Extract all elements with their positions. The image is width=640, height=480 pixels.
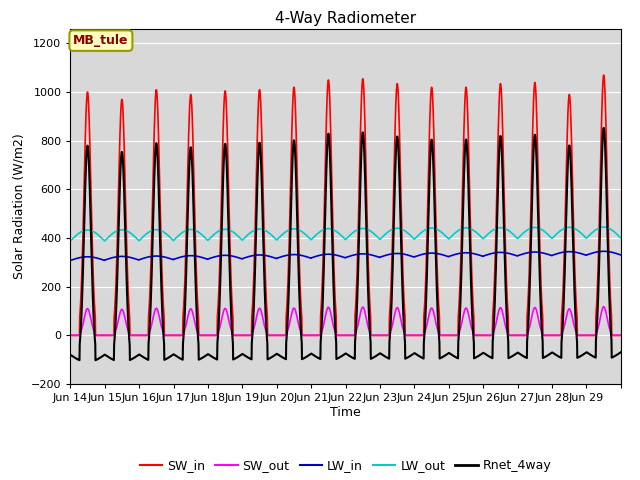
Text: MB_tule: MB_tule <box>73 34 129 47</box>
Rnet_4way <box>511 351 519 357</box>
LW_in <box>240 255 248 261</box>
LW_out <box>240 235 248 241</box>
Legend: SW_in, SW_out, LW_in, LW_out, Rnet_4way: SW_in, SW_out, LW_in, LW_out, Rnet_4way <box>134 454 557 477</box>
LW_in <box>617 252 625 258</box>
SW_out <box>379 333 387 338</box>
SW_out <box>240 333 248 338</box>
Rnet_4way <box>241 352 248 358</box>
LW_in <box>542 251 550 257</box>
LW_in <box>379 253 387 259</box>
SW_out <box>542 333 550 338</box>
Rnet_4way <box>379 352 387 358</box>
Rnet_4way <box>76 357 83 363</box>
LW_out <box>67 238 74 244</box>
SW_out <box>511 333 519 338</box>
SW_in <box>67 333 74 338</box>
Rnet_4way <box>609 354 617 360</box>
SW_out <box>122 317 129 323</box>
LW_out <box>122 228 129 233</box>
SW_out <box>600 304 607 310</box>
Title: 4-Way Radiometer: 4-Way Radiometer <box>275 11 416 26</box>
Rnet_4way <box>600 125 607 131</box>
SW_in <box>122 192 129 197</box>
Line: LW_in: LW_in <box>70 252 621 261</box>
Line: LW_out: LW_out <box>70 227 621 241</box>
SW_out <box>609 333 617 338</box>
LW_in <box>609 250 617 255</box>
LW_out <box>609 228 617 234</box>
LW_out <box>542 230 550 236</box>
X-axis label: Time: Time <box>330 406 361 419</box>
Line: Rnet_4way: Rnet_4way <box>70 128 621 360</box>
LW_out <box>617 235 625 241</box>
LW_in <box>511 252 519 258</box>
LW_in <box>67 258 74 264</box>
Line: SW_in: SW_in <box>70 75 621 336</box>
LW_in <box>122 254 129 260</box>
SW_in <box>379 333 387 338</box>
Rnet_4way <box>122 242 129 248</box>
Line: SW_out: SW_out <box>70 307 621 336</box>
Rnet_4way <box>543 353 550 359</box>
Rnet_4way <box>617 349 625 355</box>
SW_out <box>67 333 74 338</box>
SW_in <box>609 333 617 338</box>
SW_in <box>542 333 550 338</box>
SW_out <box>617 333 625 338</box>
SW_in <box>240 333 248 338</box>
LW_out <box>600 224 607 230</box>
LW_in <box>600 249 607 254</box>
SW_in <box>600 72 607 78</box>
Rnet_4way <box>67 352 74 358</box>
Y-axis label: Solar Radiation (W/m2): Solar Radiation (W/m2) <box>12 133 26 279</box>
LW_out <box>379 234 387 240</box>
SW_in <box>617 333 625 338</box>
SW_in <box>511 333 519 338</box>
LW_out <box>511 233 519 239</box>
